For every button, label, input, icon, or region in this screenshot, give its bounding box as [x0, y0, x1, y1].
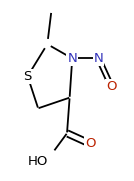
Text: O: O — [85, 137, 96, 150]
Text: S: S — [23, 70, 32, 83]
Text: HO: HO — [28, 155, 48, 168]
Text: O: O — [106, 80, 117, 93]
Text: N: N — [94, 52, 103, 65]
Text: N: N — [67, 52, 77, 65]
